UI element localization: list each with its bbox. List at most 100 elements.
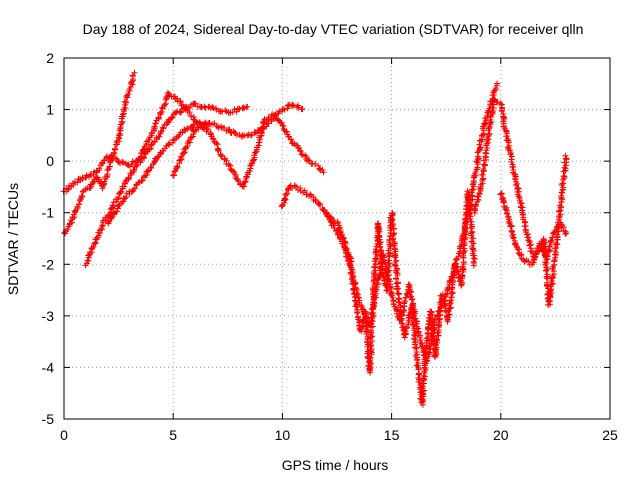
data-point xyxy=(86,251,93,258)
data-point xyxy=(426,349,433,356)
data-point xyxy=(437,304,444,311)
data-point xyxy=(75,201,82,208)
data-point xyxy=(523,231,530,238)
data-point xyxy=(342,246,349,253)
data-point xyxy=(477,144,484,151)
data-point xyxy=(91,240,98,247)
grid-layer xyxy=(64,58,610,419)
data-point xyxy=(122,178,129,185)
x-tick-label: 5 xyxy=(169,427,177,443)
data-point xyxy=(389,294,396,301)
data-point xyxy=(215,147,222,154)
data-point xyxy=(177,109,184,116)
data-point xyxy=(546,243,553,250)
data-point xyxy=(307,191,314,198)
data-point xyxy=(122,195,129,202)
data-point xyxy=(320,169,327,176)
data-point xyxy=(302,152,309,159)
data-point xyxy=(133,162,140,169)
data-point xyxy=(308,192,315,199)
data-point xyxy=(363,330,370,337)
data-point xyxy=(375,227,382,234)
data-point xyxy=(423,335,430,342)
data-point xyxy=(172,167,179,174)
data-point xyxy=(182,144,189,151)
data-point xyxy=(559,176,566,183)
data-point xyxy=(442,297,449,304)
data-point xyxy=(548,275,555,282)
data-point xyxy=(143,148,150,155)
data-point xyxy=(543,274,550,281)
data-point xyxy=(348,266,355,273)
y-tick-label: -4 xyxy=(42,359,55,375)
data-point xyxy=(367,348,374,355)
data-point xyxy=(226,126,233,133)
data-point xyxy=(305,156,312,163)
data-point xyxy=(104,166,111,173)
data-point xyxy=(168,114,175,121)
y-tick-label: -2 xyxy=(42,256,55,272)
data-point xyxy=(538,244,545,251)
data-point xyxy=(376,244,383,251)
data-point xyxy=(344,258,351,265)
data-point xyxy=(514,246,521,253)
data-point xyxy=(469,192,476,199)
data-point xyxy=(563,230,570,237)
tick-layer: 0 5 10 15 20 25 -5 -4 -3 -2 -1 0 1 2 xyxy=(42,50,618,443)
data-point xyxy=(176,98,183,105)
data-point xyxy=(403,323,410,330)
data-point xyxy=(472,202,479,209)
data-point xyxy=(553,240,560,247)
chart-title: Day 188 of 2024, Sidereal Day-to-day VTE… xyxy=(83,21,584,37)
data-point xyxy=(179,101,186,108)
data-point xyxy=(317,202,324,209)
data-point xyxy=(128,78,135,85)
data-point xyxy=(369,333,376,340)
data-point xyxy=(373,254,380,261)
data-point xyxy=(162,101,169,108)
series-track-b xyxy=(82,100,251,269)
data-point xyxy=(415,371,422,378)
data-point xyxy=(428,308,435,315)
data-point xyxy=(214,146,221,153)
data-point xyxy=(148,164,155,171)
data-point xyxy=(116,190,123,197)
data-point xyxy=(177,98,184,105)
data-point xyxy=(400,306,407,313)
data-point xyxy=(335,230,342,237)
data-point xyxy=(288,136,295,143)
data-point xyxy=(531,256,538,263)
data-point xyxy=(515,185,522,192)
data-point xyxy=(463,216,470,223)
data-point xyxy=(222,107,229,114)
y-tick-label: -5 xyxy=(42,411,55,427)
data-point xyxy=(146,137,153,144)
data-point xyxy=(110,199,117,206)
data-point xyxy=(482,150,489,157)
data-point xyxy=(371,300,378,307)
data-point xyxy=(140,154,147,161)
data-point xyxy=(375,275,382,282)
data-point xyxy=(202,104,209,111)
data-point xyxy=(244,103,251,110)
data-point xyxy=(205,126,212,133)
data-point xyxy=(114,208,121,215)
data-point xyxy=(353,303,360,310)
data-point xyxy=(156,133,163,140)
y-axis-label: SDTVAR / TECUs xyxy=(5,183,21,295)
data-point xyxy=(470,235,477,242)
y-tick-label: 2 xyxy=(46,50,54,66)
data-point xyxy=(559,180,566,187)
series-track-a xyxy=(61,69,138,237)
data-point xyxy=(382,269,389,276)
data-point xyxy=(562,162,569,169)
y-tick-label: -3 xyxy=(42,308,55,324)
data-point xyxy=(284,105,291,112)
data-point xyxy=(299,105,306,112)
data-point xyxy=(414,325,421,332)
data-point xyxy=(327,217,334,224)
data-point xyxy=(511,175,518,182)
data-point xyxy=(409,295,416,302)
x-axis-label: GPS time / hours xyxy=(282,457,389,473)
data-point xyxy=(247,132,254,139)
